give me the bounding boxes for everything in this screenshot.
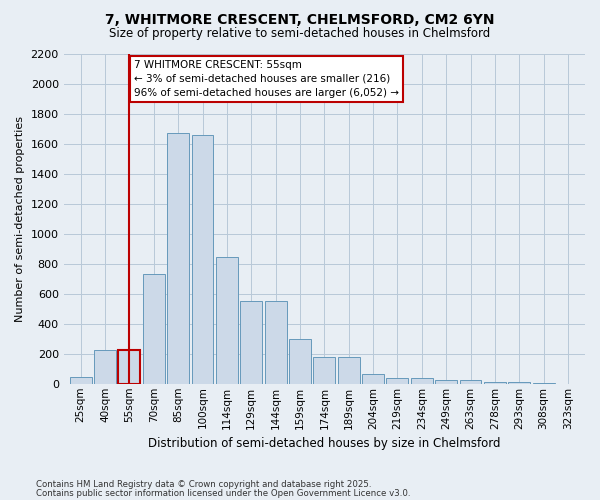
Bar — [386, 378, 409, 384]
Bar — [362, 374, 384, 384]
Bar — [338, 357, 359, 384]
Bar — [118, 350, 140, 384]
Text: Contains public sector information licensed under the Open Government Licence v3: Contains public sector information licen… — [36, 490, 410, 498]
Bar — [94, 350, 116, 384]
Bar — [484, 382, 506, 384]
Y-axis label: Number of semi-detached properties: Number of semi-detached properties — [15, 116, 25, 322]
Bar — [289, 339, 311, 384]
Bar — [118, 350, 140, 384]
Text: 7, WHITMORE CRESCENT, CHELMSFORD, CM2 6YN: 7, WHITMORE CRESCENT, CHELMSFORD, CM2 6Y… — [105, 12, 495, 26]
Bar — [265, 300, 287, 384]
Bar — [143, 274, 165, 384]
Bar — [70, 377, 92, 384]
Bar — [191, 135, 214, 384]
Bar — [533, 383, 554, 384]
Bar — [460, 380, 481, 384]
Bar — [216, 257, 238, 384]
Bar — [435, 380, 457, 384]
Bar — [508, 382, 530, 384]
Bar — [167, 134, 189, 384]
X-axis label: Distribution of semi-detached houses by size in Chelmsford: Distribution of semi-detached houses by … — [148, 437, 500, 450]
Text: Contains HM Land Registry data © Crown copyright and database right 2025.: Contains HM Land Registry data © Crown c… — [36, 480, 371, 489]
Bar — [411, 378, 433, 384]
Text: 7 WHITMORE CRESCENT: 55sqm
← 3% of semi-detached houses are smaller (216)
96% of: 7 WHITMORE CRESCENT: 55sqm ← 3% of semi-… — [134, 60, 400, 98]
Bar — [240, 300, 262, 384]
Bar — [313, 357, 335, 384]
Text: Size of property relative to semi-detached houses in Chelmsford: Size of property relative to semi-detach… — [109, 28, 491, 40]
